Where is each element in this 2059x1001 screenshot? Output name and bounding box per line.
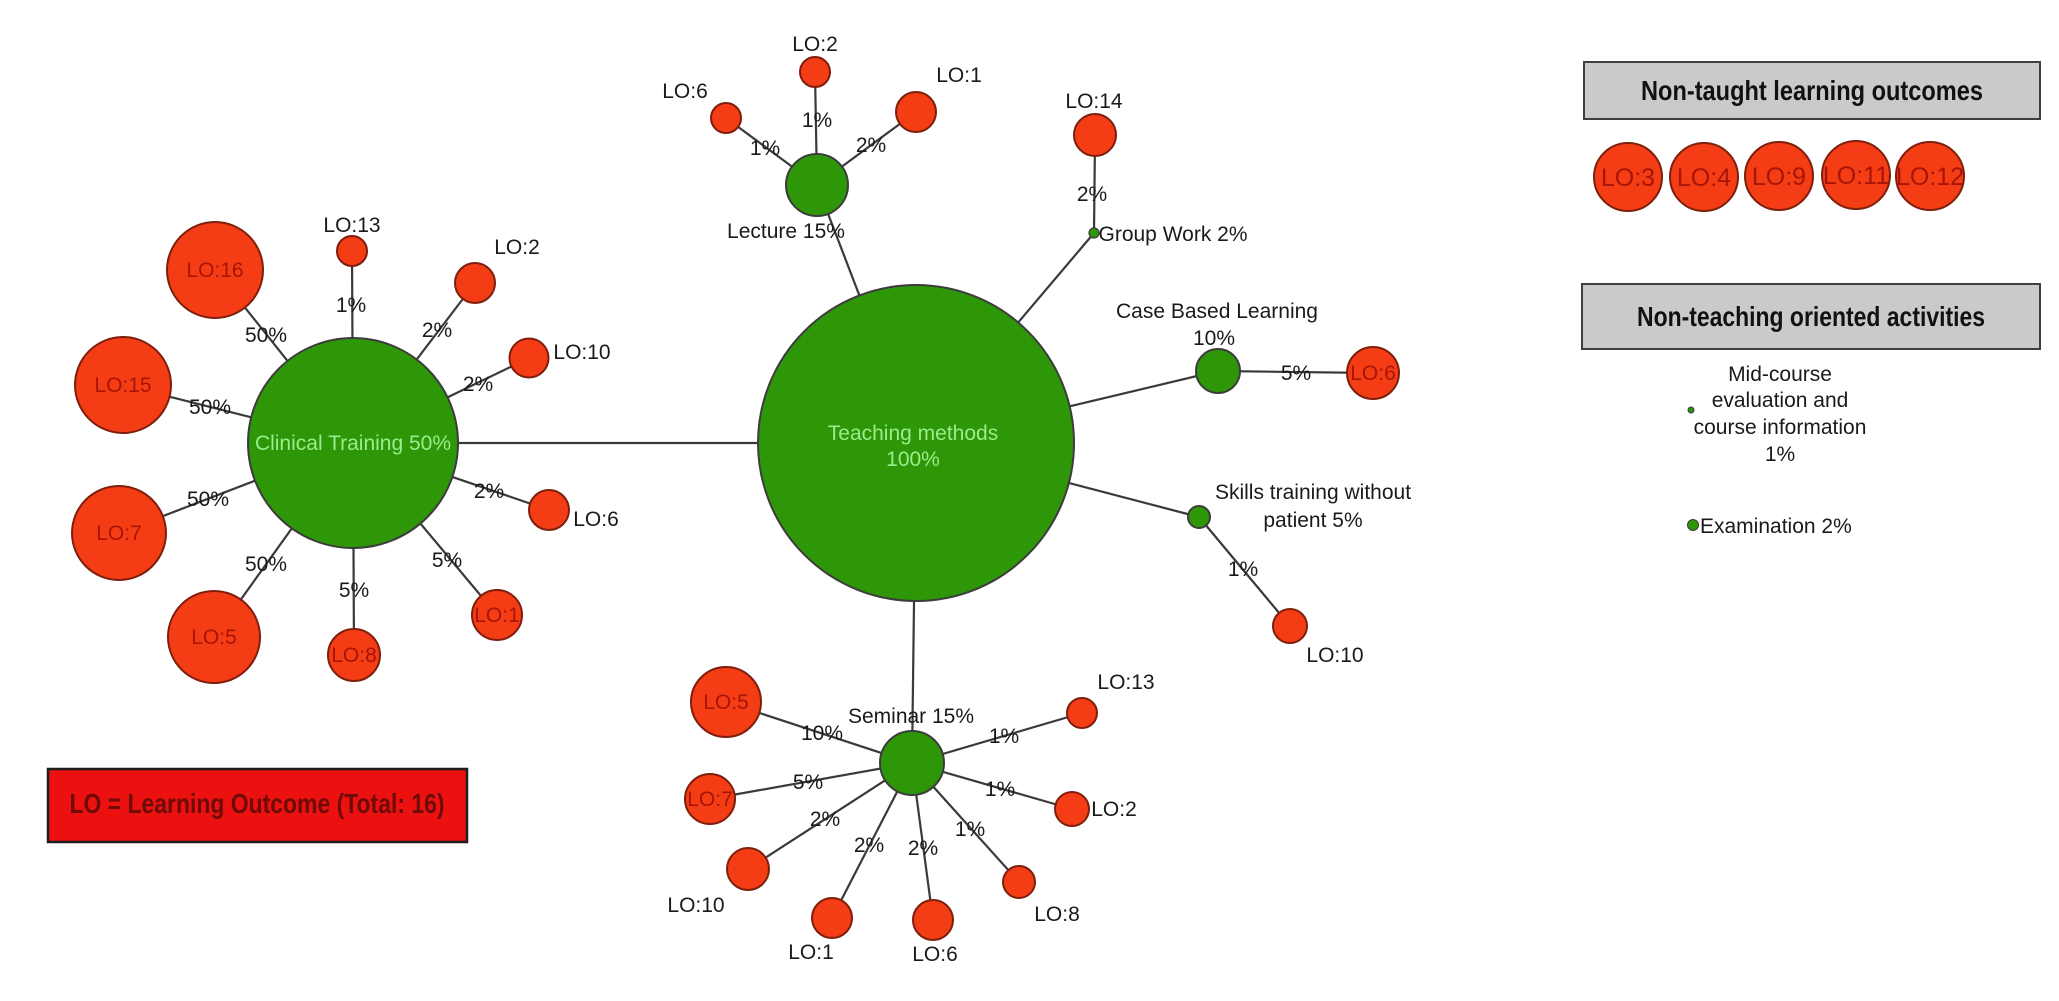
svg-text:LO:1: LO:1 [936, 64, 982, 87]
svg-text:1%: 1% [750, 137, 780, 160]
svg-text:10%: 10% [1193, 327, 1235, 350]
svg-text:1%: 1% [336, 294, 366, 317]
svg-text:LO:1: LO:1 [788, 941, 834, 964]
svg-text:Non-taught learning outcomes: Non-taught learning outcomes [1641, 75, 1983, 106]
svg-text:50%: 50% [187, 488, 229, 511]
svg-text:5%: 5% [793, 771, 823, 794]
svg-text:LO:6: LO:6 [1350, 362, 1396, 385]
svg-text:2%: 2% [856, 134, 886, 157]
svg-text:2%: 2% [1077, 183, 1107, 206]
svg-text:1%: 1% [1765, 443, 1795, 466]
svg-text:LO:8: LO:8 [331, 644, 377, 667]
svg-text:5%: 5% [432, 549, 462, 572]
svg-text:Mid-course: Mid-course [1728, 363, 1832, 386]
svg-text:Case Based Learning: Case Based Learning [1116, 300, 1318, 323]
svg-text:LO:8: LO:8 [1034, 903, 1080, 926]
svg-text:Lecture 15%: Lecture 15% [727, 220, 845, 243]
svg-text:LO:10: LO:10 [1306, 644, 1363, 667]
svg-text:LO:6: LO:6 [662, 80, 708, 103]
svg-text:LO:7: LO:7 [96, 522, 142, 545]
svg-text:Skills training without: Skills training without [1215, 481, 1411, 504]
svg-text:1%: 1% [985, 778, 1015, 801]
svg-text:LO:13: LO:13 [323, 214, 380, 237]
svg-text:50%: 50% [245, 553, 287, 576]
svg-text:LO:2: LO:2 [792, 33, 838, 56]
svg-text:LO:12: LO:12 [1896, 163, 1964, 191]
svg-text:LO:6: LO:6 [573, 508, 619, 531]
svg-text:50%: 50% [245, 324, 287, 347]
svg-text:100%: 100% [886, 448, 940, 471]
svg-text:Seminar 15%: Seminar 15% [848, 705, 974, 728]
svg-text:LO:7: LO:7 [687, 788, 733, 811]
svg-text:1%: 1% [955, 818, 985, 841]
svg-text:LO:11: LO:11 [1823, 162, 1889, 190]
svg-text:LO:10: LO:10 [667, 894, 724, 917]
svg-text:1%: 1% [989, 725, 1019, 748]
svg-text:LO:13: LO:13 [1097, 671, 1154, 694]
svg-text:LO:16: LO:16 [186, 259, 243, 282]
svg-text:5%: 5% [1281, 362, 1311, 385]
svg-text:Examination 2%: Examination 2% [1700, 515, 1852, 538]
svg-text:LO:2: LO:2 [1091, 798, 1137, 821]
svg-text:10%: 10% [801, 722, 843, 745]
svg-text:Group Work 2%: Group Work 2% [1099, 223, 1248, 246]
svg-text:50%: 50% [189, 396, 231, 419]
svg-text:LO:14: LO:14 [1065, 90, 1123, 113]
svg-text:LO:10: LO:10 [553, 341, 610, 364]
svg-text:LO:4: LO:4 [1677, 164, 1731, 192]
svg-text:1%: 1% [802, 109, 832, 132]
svg-text:LO:1: LO:1 [474, 604, 520, 627]
svg-text:LO:15: LO:15 [94, 374, 151, 397]
svg-text:1%: 1% [1228, 558, 1258, 581]
svg-text:LO:9: LO:9 [1752, 163, 1806, 191]
svg-text:course information: course information [1694, 416, 1867, 439]
svg-text:LO:5: LO:5 [703, 691, 749, 714]
svg-text:LO:3: LO:3 [1601, 164, 1655, 192]
svg-text:Non-teaching oriented activiti: Non-teaching oriented activities [1637, 301, 1985, 332]
svg-text:2%: 2% [854, 834, 884, 857]
svg-text:evaluation and: evaluation and [1712, 389, 1849, 412]
svg-text:patient 5%: patient 5% [1263, 509, 1362, 532]
svg-text:2%: 2% [810, 808, 840, 831]
svg-text:LO:2: LO:2 [494, 236, 540, 259]
svg-text:LO:5: LO:5 [191, 626, 237, 649]
svg-text:2%: 2% [474, 480, 504, 503]
svg-text:LO = Learning Outcome (Total:: LO = Learning Outcome (Total: 16) [70, 788, 445, 819]
svg-text:Teaching methods: Teaching methods [828, 422, 998, 445]
svg-text:2%: 2% [908, 837, 938, 860]
svg-text:2%: 2% [422, 319, 452, 342]
svg-text:2%: 2% [463, 373, 493, 396]
svg-text:5%: 5% [339, 579, 369, 602]
svg-text:Clinical Training 50%: Clinical Training 50% [255, 432, 451, 455]
svg-text:LO:6: LO:6 [912, 943, 958, 966]
